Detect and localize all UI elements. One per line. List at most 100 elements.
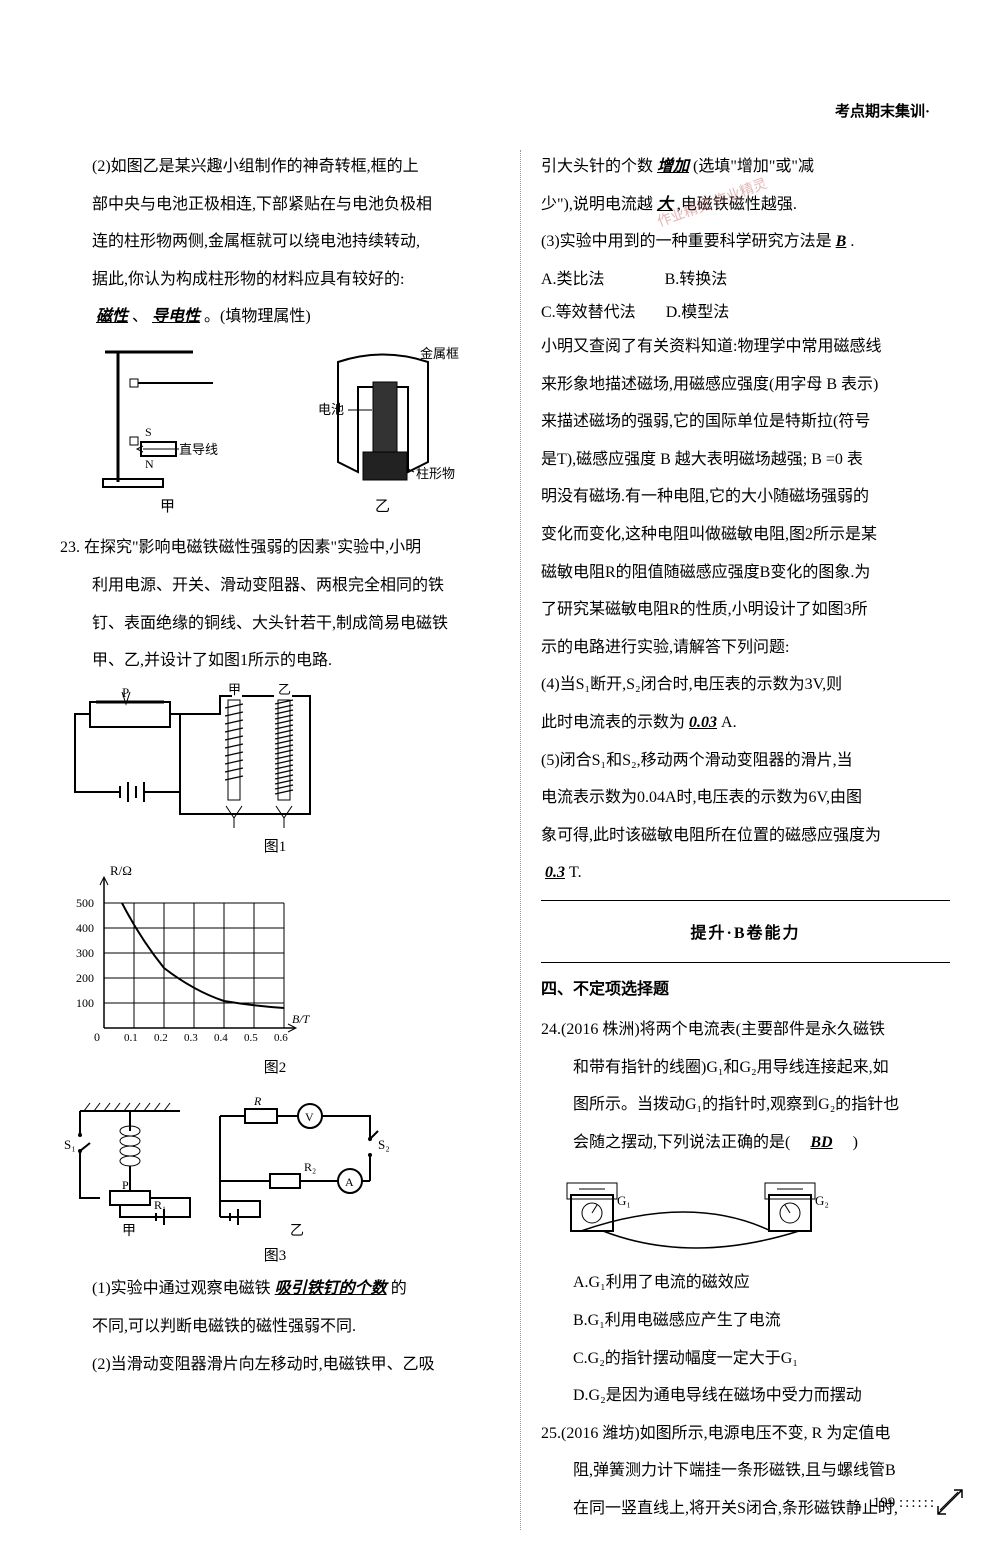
q23-line: 利用电源、开关、滑动变阻器、两根完全相同的铁 [60, 569, 490, 603]
q22-2-line: 据此,你认为构成柱形物的材料应具有较好的: [60, 263, 490, 297]
q22-ans2: 导电性 [148, 308, 204, 325]
q23-3: (3)实验中用到的一种重要科学研究方法是B. [541, 225, 950, 259]
q24: 图所示。当拨动G₁的指针时,观察到G₂的指针也 [541, 1088, 950, 1122]
q22-ans1: 磁性 [92, 308, 132, 325]
svg-text:甲: 甲 [228, 682, 241, 697]
q23-5: (5)闭合S₁和S₂,移动两个滑动变阻器的滑片,当 [541, 744, 950, 778]
svg-text:100: 100 [76, 996, 94, 1010]
figure-q24: G₁ G₂ [541, 1165, 950, 1260]
q23-4: (4)当S₁断开,S₂闭合时,电压表的示数为3V,则 [541, 668, 950, 702]
options-row2: C.等效替代法 D.模型法 [541, 296, 950, 330]
q23-5: 象可得,此时该磁敏电阻所在位置的磁感应强度为 [541, 819, 950, 853]
passage: 磁敏电阻R的阻值随磁感应强度B变化的图象.为 [541, 556, 950, 590]
svg-text:乙: 乙 [290, 1223, 304, 1239]
q22-2-answer-line: 磁性、导电性。(填物理属性) [60, 300, 490, 334]
q22-tail: 。(填物理属性) [204, 308, 311, 325]
q23-2: (2)当滑动变阻器滑片向左移动时,电磁铁甲、乙吸 [60, 1348, 490, 1382]
q23-2-cont: 引大头针的个数增加(选填"增加"或"减 [541, 150, 950, 184]
svg-text:0.6: 0.6 [274, 1032, 288, 1044]
svg-text:乙: 乙 [278, 682, 291, 697]
q25: 阻,弹簧测力计下端挂一条形磁铁,且与螺线管B [541, 1454, 950, 1488]
q24-ans: 会随之摆动,下列说法正确的是( BD ) [541, 1126, 950, 1160]
figure-2-chart: R/Ω 500 400 300 200 100 0 0 [60, 863, 490, 1085]
page-dots: :::::: [899, 1495, 936, 1511]
fig3-name: 图3 [60, 1241, 490, 1273]
svg-text:0.5: 0.5 [244, 1032, 258, 1044]
passage: 是T),磁感应强度 B 越大表明磁场越强; B =0 表 [541, 443, 950, 477]
svg-text:G₂: G₂ [815, 1193, 829, 1208]
q23-1-ans: 吸引铁钉的个数 [271, 1280, 391, 1297]
sep: 、 [132, 308, 148, 325]
svg-text:S₂: S₂ [378, 1137, 390, 1152]
section-b-header: 提升·B卷能力 [541, 900, 950, 964]
svg-text:0.2: 0.2 [154, 1032, 168, 1044]
svg-text:300: 300 [76, 946, 94, 960]
page: 考点期末集训· 作业精灵 作业精灵 (2)如图乙是某兴趣小组制作的神奇转框,框的… [0, 0, 1000, 1560]
fig-yi-name: 乙 [298, 492, 468, 524]
q23-1b: 不同,可以判断电磁铁的磁性强弱不同. [60, 1310, 490, 1344]
fig1-name: 图1 [60, 832, 490, 864]
figure-1: P [60, 682, 490, 864]
section-b-title: 提升·B卷能力 [541, 917, 950, 951]
svg-text:200: 200 [76, 971, 94, 985]
q25: 25.(2016 潍坊)如图所示,电源电压不变, R 为定值电 [541, 1417, 950, 1451]
q23-5-ans-line: 0.3T. [541, 856, 950, 890]
options-row1: A.类比法 B.转换法 [541, 263, 950, 297]
q22-2-line: 部中央与电池正极相连,下部紧贴在与电池负极相 [60, 188, 490, 222]
opt-a: A.类比法 [541, 263, 605, 297]
passage: 变化而变化,这种电阻叫做磁敏电阻,图2所示是某 [541, 518, 950, 552]
q23-line: 钉、表面绝缘的铜线、大头针若干,制成简易电磁铁 [60, 607, 490, 641]
svg-text:S₁: S₁ [64, 1137, 76, 1152]
svg-text:R₂: R₂ [304, 1160, 316, 1174]
figure-yi: 金属框 电池 柱形物 乙 [298, 342, 468, 524]
fig-jia-name: 甲 [83, 492, 253, 524]
q24-opt: D.G₂是因为通电导线在磁场中受力而摆动 [541, 1379, 950, 1413]
q23-line: 23. 在探究"影响电磁铁磁性强弱的因素"实验中,小明 [60, 531, 490, 565]
two-column-layout: (2)如图乙是某兴趣小组制作的神奇转框,框的上 部中央与电池正极相连,下部紧贴在… [60, 150, 950, 1530]
passage: 了研究某磁敏电阻R的性质,小明设计了如图3所 [541, 593, 950, 627]
q24-opt: A.G₁利用了电流的磁效应 [541, 1266, 950, 1300]
svg-text:R₁: R₁ [154, 1198, 166, 1212]
q24-opt: C.G₂的指针摆动幅度一定大于G₁ [541, 1342, 950, 1376]
svg-text:G₁: G₁ [617, 1193, 631, 1208]
svg-text:V: V [305, 1110, 314, 1124]
passage: 来形象地描述磁场,用磁感应强度(用字母 B 表示) [541, 368, 950, 402]
q23-1: (1)实验中通过观察电磁铁吸引铁钉的个数的 [60, 1272, 490, 1306]
label-cylinder: 柱形物 [416, 466, 455, 481]
svg-text:0.3: 0.3 [184, 1032, 198, 1044]
label-battery: 电池 [318, 402, 344, 417]
fig2-name: 图2 [60, 1053, 490, 1085]
q23-4b: 此时电流表的示数为0.03A. [541, 706, 950, 740]
opt-d: D.模型法 [666, 296, 730, 330]
q24-answer: BD [806, 1134, 836, 1151]
svg-text:甲: 甲 [122, 1224, 136, 1239]
svg-text:A: A [345, 1175, 354, 1189]
svg-text:0.4: 0.4 [214, 1032, 228, 1044]
label-frame: 金属框 [420, 346, 459, 361]
svg-text:R/Ω: R/Ω [110, 863, 132, 878]
svg-text:B/T: B/T [292, 1012, 311, 1026]
passage: 小明又查阅了有关资料知道:物理学中常用磁感线 [541, 330, 950, 364]
column-right: 引大头针的个数增加(选填"增加"或"减 少"),说明电流越大,电磁铁磁性越强. … [520, 150, 950, 1530]
figure-3: S₁ P R₁ 甲 R V S₂ [60, 1091, 490, 1273]
q22-2-line: (2)如图乙是某兴趣小组制作的神奇转框,框的上 [60, 150, 490, 184]
svg-text:P: P [122, 1178, 129, 1192]
q23-num: 23. [60, 539, 84, 556]
svg-text:0: 0 [94, 1030, 100, 1044]
page-header: 考点期末集训· [835, 100, 930, 121]
q23-5-ans: 0.3 [541, 864, 569, 881]
q23-4-ans: 0.03 [685, 714, 721, 731]
q23-2-cont2: 少"),说明电流越大,电磁铁磁性越强. [541, 188, 950, 222]
corner-decoration-icon [936, 1488, 964, 1516]
q24-opt: B.G₁利用电磁感应产生了电流 [541, 1304, 950, 1338]
svg-text:R: R [253, 1094, 262, 1108]
section-4-head: 四、不定项选择题 [541, 973, 950, 1007]
q23-2-ans2: 大 [653, 196, 677, 213]
q23-2-ans: 增加 [653, 158, 693, 175]
q23-3-ans: B [832, 233, 851, 250]
passage: 来描述磁场的强弱,它的国际单位是特斯拉(符号 [541, 405, 950, 439]
passage: 示的电路进行实验,请解答下列问题: [541, 631, 950, 665]
q23-line: 甲、乙,并设计了如图1所示的电路. [60, 644, 490, 678]
label-wire: 直导线 [179, 442, 218, 457]
svg-text:400: 400 [76, 921, 94, 935]
